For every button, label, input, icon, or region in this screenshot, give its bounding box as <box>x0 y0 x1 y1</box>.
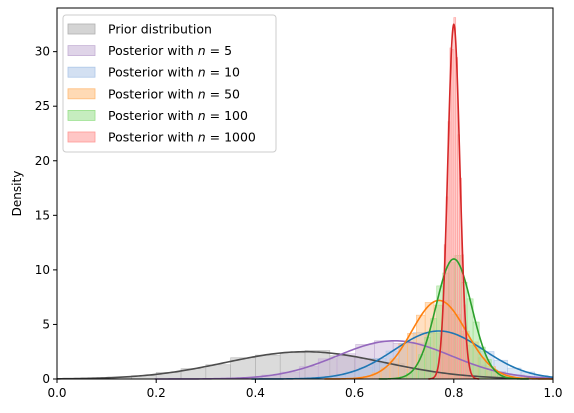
legend-item-4: Posterior with n = 100 <box>67 108 248 123</box>
x-axis: 0.0 0.2 0.4 0.6 0.8 1.0 <box>47 379 563 400</box>
y-tick-label: 20 <box>35 154 50 168</box>
legend-swatch <box>67 23 96 35</box>
legend-item-0: Prior distribution <box>67 22 212 37</box>
x-tick-label: 0.0 <box>47 386 66 400</box>
y-tick-label: 5 <box>42 317 50 331</box>
y-tick-label: 25 <box>35 99 50 113</box>
legend-label: Posterior with n = 100 <box>108 108 248 123</box>
density-line-series-0 <box>56 350 554 380</box>
y-tick-label: 15 <box>35 208 50 222</box>
legend-swatch <box>67 45 96 56</box>
x-tick-label: 0.8 <box>444 386 463 400</box>
legend-label: Posterior with n = 5 <box>108 43 232 58</box>
legend-swatch <box>67 88 96 100</box>
x-tick-label: 0.4 <box>246 386 265 400</box>
legend-label: Prior distribution <box>108 22 212 37</box>
y-tick-label: 30 <box>35 45 50 59</box>
legend-swatch <box>67 66 96 78</box>
legend-item-3: Posterior with n = 50 <box>67 86 240 101</box>
density-line-series-5 <box>428 23 480 380</box>
y-axis: 0 5 10 15 20 25 30 <box>35 45 57 386</box>
density-line-series-3 <box>324 299 553 380</box>
legend-label: Posterior with n = 1000 <box>108 130 256 145</box>
legend-item-2: Posterior with n = 10 <box>67 65 240 80</box>
y-tick-label: 10 <box>35 263 50 277</box>
y-axis-title: Density <box>10 171 24 217</box>
histogram-bar <box>205 364 231 380</box>
x-tick-label: 0.2 <box>147 386 166 400</box>
density-line-series-4 <box>378 258 529 380</box>
y-tick-label: 0 <box>42 372 50 386</box>
plot-frame <box>56 7 554 380</box>
legend-swatch <box>67 110 96 121</box>
legend-box <box>62 14 277 153</box>
x-tick-label: 1.0 <box>543 386 562 400</box>
legend-item-1: Posterior with n = 5 <box>67 43 232 58</box>
legend-label: Posterior with n = 10 <box>108 65 240 80</box>
legend-label: Posterior with n = 50 <box>108 86 240 101</box>
legend-item-5: Posterior with n = 1000 <box>67 130 256 145</box>
legend-swatch <box>67 131 96 143</box>
x-tick-label: 0.6 <box>345 386 364 400</box>
chart-legend: Prior distribution Posterior with n = 5 Po… <box>62 14 277 153</box>
